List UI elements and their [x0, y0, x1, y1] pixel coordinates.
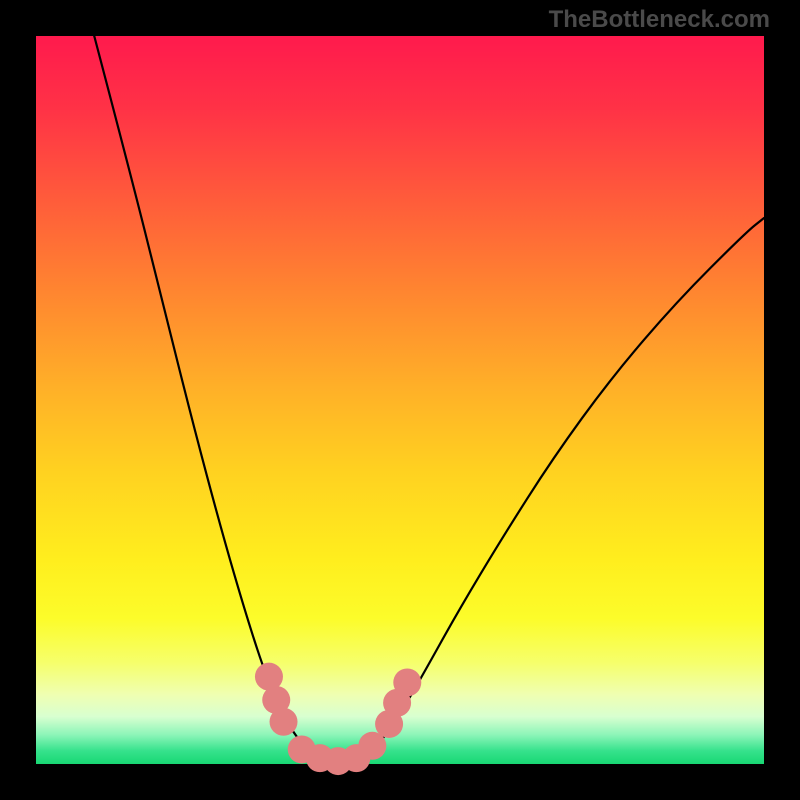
curve-marker	[270, 708, 298, 736]
curve-marker	[393, 668, 421, 696]
plot-area	[36, 36, 764, 764]
watermark-text: TheBottleneck.com	[549, 6, 770, 34]
marker-group	[255, 663, 421, 775]
bottleneck-curve	[94, 36, 764, 763]
chart-canvas: TheBottleneck.com	[0, 0, 800, 800]
curve-layer	[36, 36, 764, 764]
